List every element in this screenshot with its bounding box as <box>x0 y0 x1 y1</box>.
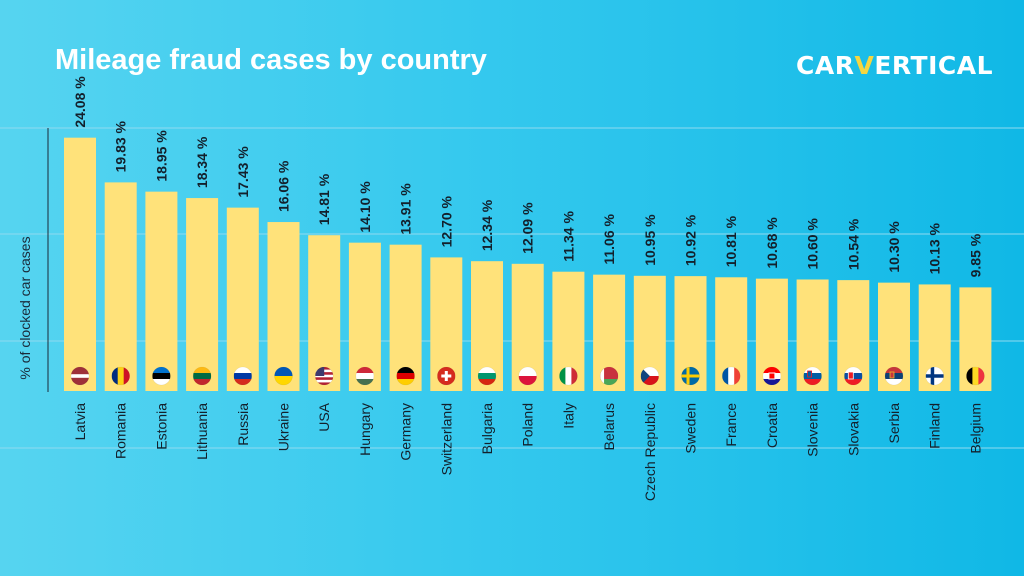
italy-flag-icon <box>559 366 578 386</box>
bar-russia <box>226 207 259 391</box>
category-label: Croatia <box>764 403 780 448</box>
bar-germany <box>389 244 422 391</box>
bulgaria-flag-icon <box>477 366 497 386</box>
category-label: Switzerland <box>438 403 454 475</box>
category-label: Italy <box>560 403 576 429</box>
belarus-flag-icon <box>599 366 619 386</box>
value-label: 14.10 % <box>357 181 373 233</box>
value-label: 10.68 % <box>764 217 780 269</box>
category-label: Finland <box>927 403 943 449</box>
value-label: 11.06 % <box>601 213 617 264</box>
value-label: 10.30 % <box>886 221 902 273</box>
category-labels-group: Latvia Romania Estonia Lithuania Russia Ukrai… <box>72 402 983 501</box>
category-label: Slovakia <box>845 403 861 456</box>
value-label: 13.91 % <box>398 183 414 235</box>
sweden-flag-icon <box>681 366 700 386</box>
value-label: 10.54 % <box>845 218 861 270</box>
category-label: USA <box>316 402 332 431</box>
finland-flag-icon <box>925 366 945 386</box>
category-label: Estonia <box>153 403 169 450</box>
lithuania-flag-icon <box>192 366 212 386</box>
slovakia-flag-icon <box>843 366 863 386</box>
bar-lithuania <box>186 198 219 391</box>
ukraine-flag-icon <box>274 366 293 386</box>
chart-title: Mileage fraud cases by country <box>55 44 487 76</box>
czech-republic-flag-icon <box>640 366 660 386</box>
latvia-flag-icon <box>70 366 90 386</box>
value-label: 10.13 % <box>927 223 943 275</box>
value-label: 24.08 % <box>72 76 88 128</box>
value-label: 16.06 % <box>276 160 292 212</box>
flags-group <box>70 366 985 386</box>
usa-flag-icon <box>314 366 334 386</box>
category-label: Hungary <box>357 403 373 456</box>
value-label: 10.92 % <box>683 214 699 266</box>
poland-flag-icon <box>518 366 538 386</box>
category-label: Belarus <box>601 403 617 450</box>
category-label: Ukraine <box>276 403 292 451</box>
romania-flag-icon <box>111 366 130 386</box>
category-label: Germany <box>398 403 414 461</box>
carvertical-logo: CARVERTICAL <box>796 51 993 80</box>
brand-prefix: CAR <box>796 51 855 80</box>
category-label: Russia <box>235 403 251 446</box>
category-label: Czech Republic <box>642 403 658 501</box>
value-label: 18.95 % <box>153 130 169 182</box>
category-label: Serbia <box>886 403 902 444</box>
slovenia-flag-icon <box>803 366 822 386</box>
bar-estonia <box>145 191 178 391</box>
category-label: Belgium <box>967 403 983 454</box>
value-label: 9.85 % <box>967 233 983 277</box>
value-label: 14.81 % <box>316 173 332 225</box>
value-label: 11.34 % <box>560 211 576 262</box>
category-label: Slovenia <box>805 403 821 457</box>
y-axis-label: % of clocked car cases <box>17 236 33 379</box>
hungary-flag-icon <box>355 366 375 386</box>
france-flag-icon <box>721 366 741 386</box>
value-label: 19.83 % <box>113 120 129 172</box>
value-label: 12.09 % <box>520 202 536 254</box>
value-label: 18.34 % <box>194 136 210 188</box>
value-label: 12.70 % <box>438 195 454 247</box>
value-labels-group: 24.08 % 19.83 % 18.95 % 18.34 % 17.43 % 16.06… <box>72 76 983 278</box>
serbia-flag-icon <box>884 366 904 386</box>
value-label: 10.60 % <box>805 218 821 270</box>
bar-romania <box>104 182 137 391</box>
bar-usa <box>308 235 341 391</box>
value-label: 10.81 % <box>723 215 739 267</box>
category-label: Sweden <box>683 403 699 454</box>
brand-mark: V <box>854 51 875 80</box>
bar-hungary <box>348 242 381 391</box>
value-label: 12.34 % <box>479 199 495 251</box>
category-label: France <box>723 403 739 447</box>
value-label: 10.95 % <box>642 214 658 266</box>
category-label: Bulgaria <box>479 403 495 455</box>
switzerland-flag-icon <box>436 366 456 386</box>
category-label: Lithuania <box>194 403 210 460</box>
belgium-flag-icon <box>966 366 985 386</box>
category-label: Poland <box>520 403 536 447</box>
brand-suffix: ERTICAL <box>874 51 993 80</box>
estonia-flag-icon <box>152 366 171 386</box>
category-label: Romania <box>113 403 129 459</box>
russia-flag-icon <box>233 366 253 386</box>
bar-latvia <box>64 137 96 391</box>
category-label: Latvia <box>72 403 88 441</box>
bar-ukraine <box>267 222 300 391</box>
croatia-flag-icon <box>762 366 782 386</box>
germany-flag-icon <box>396 366 415 386</box>
value-label: 17.43 % <box>235 146 251 198</box>
